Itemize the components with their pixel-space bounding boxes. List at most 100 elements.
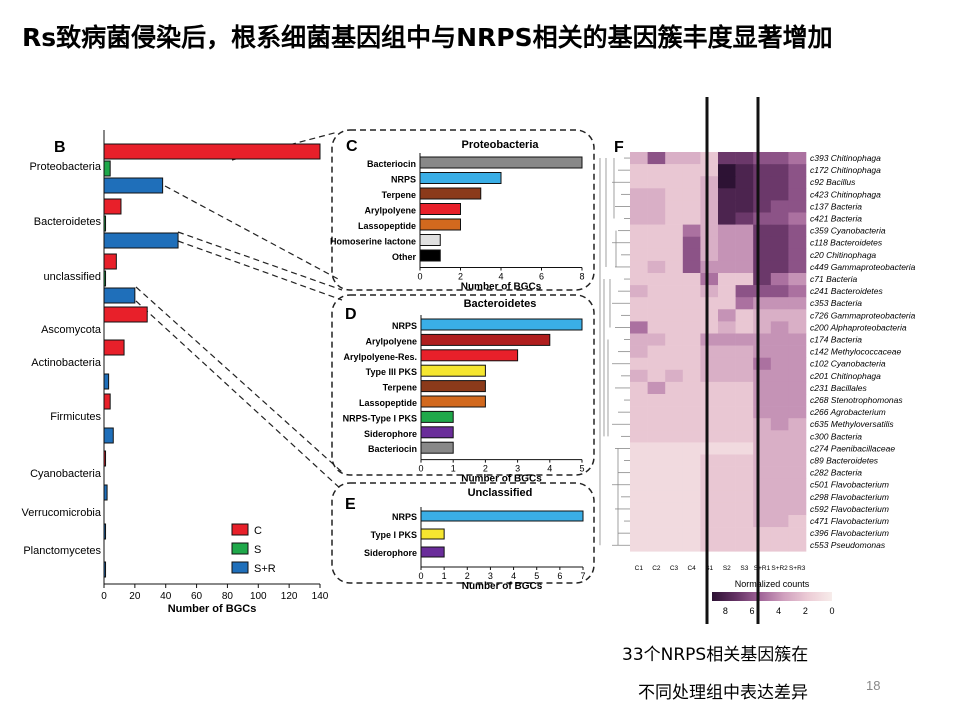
panelD-tick-label: 2 bbox=[483, 464, 488, 474]
heatmap-cell bbox=[735, 345, 754, 358]
heatmap-cell bbox=[700, 418, 719, 431]
heatmap-cell bbox=[700, 236, 719, 250]
heatmap-cell bbox=[718, 212, 736, 225]
heatmap-cell bbox=[647, 394, 666, 407]
panelE-tick-label: 4 bbox=[511, 571, 516, 581]
panel-b-tick-label: 100 bbox=[250, 591, 267, 602]
heatmap-cell bbox=[682, 527, 701, 540]
heatmap-cell bbox=[665, 369, 684, 383]
heatmap-cell bbox=[770, 309, 789, 322]
heatmap-cell bbox=[718, 321, 736, 334]
heatmap-row-label: c359 Cyanobacteria bbox=[810, 226, 886, 236]
heatmap-cell bbox=[630, 248, 648, 262]
heatmap-cell bbox=[753, 273, 772, 286]
heatmap-row-label: c274 Paenibacillaceae bbox=[810, 443, 895, 453]
heatmap-cell bbox=[630, 394, 648, 407]
heatmap-cell bbox=[665, 248, 684, 262]
panelC-category-label: NRPS bbox=[391, 175, 416, 185]
panel-b-tick-label: 120 bbox=[281, 591, 298, 602]
heatmap-cell bbox=[630, 152, 648, 165]
heatmap-cell bbox=[770, 490, 789, 504]
panel-b-category-label: Planctomycetes bbox=[23, 545, 101, 557]
heatmap-cell bbox=[735, 260, 754, 274]
panel-b-bar bbox=[103, 232, 179, 249]
heatmap-cell bbox=[770, 248, 789, 262]
heatmap-cell bbox=[718, 478, 736, 492]
heatmap-cell bbox=[682, 176, 701, 189]
heatmap-cell bbox=[753, 466, 772, 479]
heatmap-cell bbox=[647, 176, 666, 189]
heatmap-cell bbox=[753, 539, 772, 552]
heatmap-row-label: c298 Flavobacterium bbox=[810, 492, 889, 502]
heatmap-cell bbox=[682, 418, 701, 431]
legend-swatch bbox=[231, 523, 249, 536]
heatmap-cell bbox=[718, 309, 736, 322]
heatmap-cell bbox=[700, 152, 719, 165]
heatmap-row-label: c282 Bacteria bbox=[810, 468, 862, 478]
heatmap-row-label: c266 Agrobacterium bbox=[810, 407, 886, 417]
heatmap-cell bbox=[682, 164, 701, 177]
heatmap-cell bbox=[665, 164, 684, 177]
heatmap-cell bbox=[735, 188, 754, 201]
panelD-category-label: Arylpolyene-Res. bbox=[343, 352, 417, 362]
heatmap-row-label: c231 Bacillales bbox=[810, 383, 867, 393]
heatmap-cell bbox=[788, 345, 807, 358]
heatmap-row-label: c553 Pseudomonas bbox=[810, 540, 886, 550]
panelD-tick-label: 0 bbox=[418, 464, 423, 474]
heatmap-cell bbox=[735, 321, 754, 334]
heatmap-cell bbox=[770, 430, 789, 443]
heatmap-cell bbox=[770, 345, 789, 358]
heatmap-cell bbox=[788, 369, 807, 383]
heatmap-cell bbox=[682, 430, 701, 443]
heatmap-cell bbox=[700, 381, 719, 395]
heatmap-cell bbox=[700, 466, 719, 479]
panel-b-tick-label: 60 bbox=[191, 591, 203, 602]
panelE-bar bbox=[420, 510, 584, 522]
panelD-tick-label: 4 bbox=[547, 464, 552, 474]
panelD-bar bbox=[420, 380, 486, 393]
panel-letter-b: B bbox=[54, 139, 66, 156]
heatmap-cell bbox=[665, 406, 684, 419]
heatmap-cell bbox=[770, 236, 789, 250]
heatmap-cell bbox=[718, 406, 736, 419]
heatmap-cell bbox=[770, 539, 789, 552]
panelD-bar bbox=[420, 426, 454, 439]
heatmap-cell bbox=[753, 478, 772, 492]
heatmap-cell bbox=[700, 260, 719, 274]
heatmap-cell bbox=[630, 176, 648, 189]
heatmap-cell bbox=[647, 285, 666, 298]
heatmap-row-label: c353 Bacteria bbox=[810, 298, 862, 308]
heatmap-cell bbox=[682, 212, 701, 225]
heatmap-cell bbox=[788, 406, 807, 419]
heatmap-cell bbox=[630, 212, 648, 225]
heatmap-cell bbox=[718, 418, 736, 431]
panelE-category-label: NRPS bbox=[392, 512, 417, 522]
heatmap-cell bbox=[700, 369, 719, 383]
panelC-category-label: Lassopeptide bbox=[358, 221, 416, 231]
heatmap-cell bbox=[788, 188, 807, 201]
panelC-category-label: Arylpolyene bbox=[364, 206, 416, 216]
heatmap-cell bbox=[647, 381, 666, 395]
heatmap-cell bbox=[700, 394, 719, 407]
heatmap-cell bbox=[647, 164, 666, 177]
heatmap-cell bbox=[735, 152, 754, 165]
heatmap-cell bbox=[753, 309, 772, 322]
panelC-category-label: Terpene bbox=[382, 190, 416, 200]
heatmap-cell bbox=[700, 176, 719, 189]
panel-b-category-label: Actinobacteria bbox=[31, 357, 102, 369]
heatmap-cell bbox=[718, 539, 736, 552]
panelC-xlabel: Number of BGCs bbox=[461, 282, 542, 293]
heatmap-cell bbox=[665, 490, 684, 504]
heatmap-cell bbox=[700, 309, 719, 322]
heatmap-cell bbox=[735, 466, 754, 479]
heatmap-cell bbox=[647, 273, 666, 286]
panelD-bar bbox=[420, 349, 519, 362]
heatmap-row-label: c174 Bacteria bbox=[810, 335, 862, 345]
heatmap-cell bbox=[630, 321, 648, 334]
heatmap-cell bbox=[788, 466, 807, 479]
caption-line-2: 不同处理组中表达差异 bbox=[638, 683, 808, 703]
heatmap-column-label: S+R3 bbox=[789, 565, 806, 572]
heatmap-cell bbox=[665, 357, 684, 371]
heatmap-cell bbox=[770, 164, 789, 177]
heatmap-cell bbox=[735, 309, 754, 322]
